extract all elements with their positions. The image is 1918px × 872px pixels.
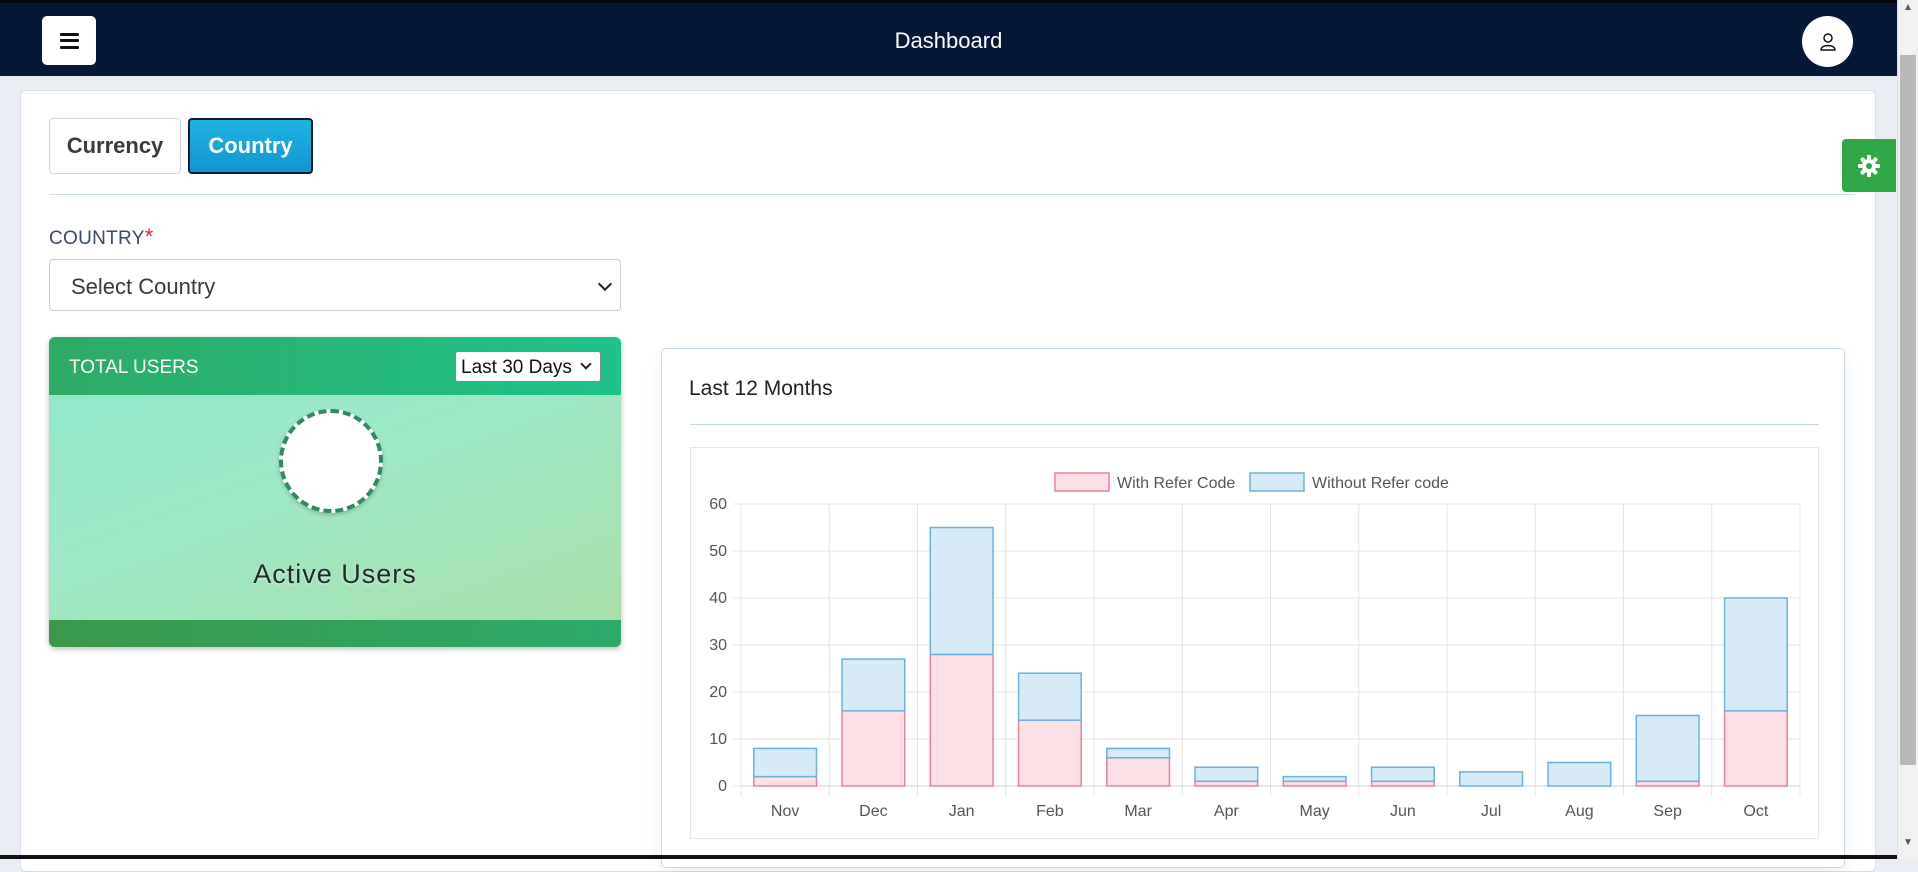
- chart-card-title: Last 12 Months: [689, 377, 833, 400]
- y-tick-label: 0: [718, 778, 727, 795]
- period-select-value: Last 30 Days: [461, 357, 572, 378]
- settings-button[interactable]: [1842, 139, 1896, 192]
- gear-icon: [1858, 154, 1880, 177]
- page-title: Dashboard: [894, 28, 1003, 53]
- bar-without-refer-code: [1723, 597, 1788, 712]
- x-tick-label: Sep: [1653, 803, 1682, 820]
- y-tick-label: 10: [709, 731, 727, 748]
- bar-without-refer-code: [841, 658, 906, 712]
- x-tick-label: Aug: [1565, 803, 1593, 820]
- x-tick-label: Jan: [949, 803, 975, 820]
- country-label: COUNTRY*: [49, 224, 154, 250]
- legend-swatch: [1054, 472, 1110, 492]
- y-tick-label: 20: [709, 684, 727, 701]
- bar-without-refer-code: [1370, 766, 1435, 783]
- window-bottom-edge: [0, 855, 1897, 859]
- total-users-footer: [49, 620, 621, 647]
- bar-without-refer-code: [1635, 714, 1700, 783]
- scrollbar-thumb[interactable]: [1900, 55, 1916, 765]
- x-tick-label: Dec: [859, 803, 887, 820]
- user-profile-button[interactable]: [1802, 16, 1853, 67]
- legend-label: With Refer Code: [1117, 475, 1235, 492]
- y-tick-label: 50: [709, 543, 727, 560]
- chart-card-divider: [690, 424, 1819, 425]
- bar-without-refer-code: [1459, 771, 1524, 787]
- bar-without-refer-code: [1194, 766, 1259, 783]
- bar-without-refer-code: [1017, 672, 1082, 721]
- country-select-value: Select Country: [71, 274, 216, 299]
- bar-without-refer-code: [1547, 761, 1612, 787]
- scroll-down-arrow-icon[interactable]: ▼: [1903, 837, 1913, 848]
- country-label-text: COUNTRY: [49, 228, 145, 249]
- tab-currency[interactable]: Currency: [49, 118, 181, 174]
- required-mark: *: [144, 224, 154, 249]
- country-select[interactable]: Select Country: [49, 259, 621, 311]
- x-tick-label: Feb: [1036, 803, 1064, 820]
- user-icon: [1819, 32, 1836, 51]
- bar-with-refer-code: [1106, 757, 1171, 787]
- top-navbar: Dashboard: [0, 0, 1897, 76]
- active-users-label: Active Users: [253, 559, 417, 589]
- menu-toggle-button[interactable]: [42, 16, 96, 65]
- bar-without-refer-code: [1282, 775, 1347, 783]
- bar-with-refer-code: [929, 653, 994, 787]
- bar-with-refer-code: [753, 775, 818, 787]
- period-select[interactable]: Last 30 Days: [455, 351, 601, 382]
- y-tick-label: 40: [709, 590, 727, 607]
- bar-with-refer-code: [1017, 719, 1082, 787]
- page-scrollbar[interactable]: ▲ ▼: [1897, 0, 1918, 859]
- bar-without-refer-code: [753, 747, 818, 778]
- bar-with-refer-code: [1723, 710, 1788, 787]
- total-users-header: TOTAL USERS Last 30 Days: [49, 337, 621, 395]
- tab-country[interactable]: Country: [188, 118, 313, 174]
- y-tick-label: 30: [709, 637, 727, 654]
- total-users-card: TOTAL USERS Last 30 Days Active Users: [49, 337, 621, 647]
- y-tick-label: 60: [709, 496, 727, 513]
- chevron-down-icon: [580, 358, 592, 370]
- bar-with-refer-code: [841, 710, 906, 787]
- x-tick-label: Mar: [1124, 803, 1152, 820]
- x-tick-label: Jun: [1390, 803, 1416, 820]
- x-tick-label: Jul: [1481, 803, 1501, 820]
- x-tick-label: Oct: [1743, 803, 1768, 820]
- bar-chart-svg: 0 10 20 30 40 50 60 Nov Dec Jan Feb Mar Apr May Jun Jul…: [709, 472, 1801, 820]
- legend-swatch: [1249, 472, 1305, 492]
- x-tick-label: Apr: [1214, 803, 1240, 820]
- total-users-title: TOTAL USERS: [69, 357, 199, 378]
- tab-divider: [49, 194, 1855, 195]
- bar-chart: 0 10 20 30 40 50 60 Nov Dec Jan Feb Mar Apr May Jun Jul…: [690, 447, 1819, 839]
- bar-without-refer-code: [929, 526, 994, 656]
- users-count-ring: [279, 409, 383, 513]
- hamburger-icon: [59, 32, 79, 49]
- legend-label: Without Refer code: [1312, 475, 1449, 492]
- bar-without-refer-code: [1106, 747, 1171, 759]
- scroll-up-arrow-icon[interactable]: ▲: [1903, 2, 1913, 13]
- x-tick-label: Nov: [771, 803, 799, 820]
- x-tick-label: May: [1300, 803, 1330, 820]
- chevron-down-icon: [597, 276, 613, 292]
